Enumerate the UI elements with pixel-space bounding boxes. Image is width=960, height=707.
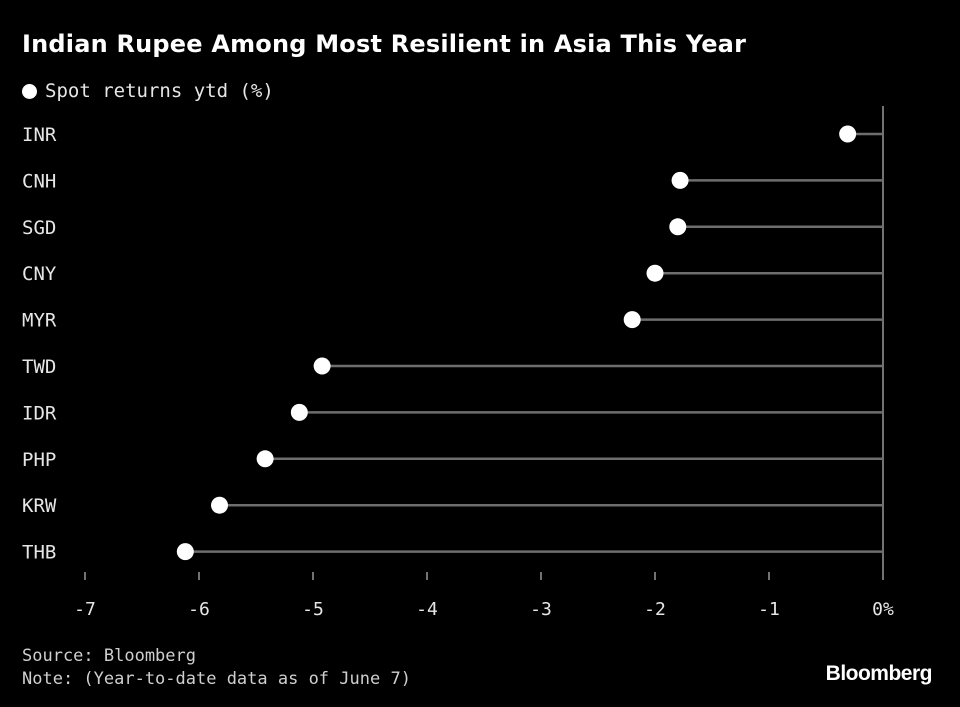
x-tick-label: -2 <box>644 599 666 620</box>
legend-dot-icon <box>22 83 37 99</box>
data-point <box>646 264 664 282</box>
x-tick-label: 0% <box>872 599 894 620</box>
data-point <box>211 496 229 514</box>
category-label: MYR <box>22 310 57 332</box>
data-point <box>671 171 689 189</box>
data-point <box>669 218 687 236</box>
category-label: IDR <box>22 402 57 424</box>
legend: Spot returns ytd (%) <box>22 80 274 102</box>
data-point <box>176 543 194 561</box>
data-point <box>313 357 331 375</box>
x-tick-label: -7 <box>74 599 96 620</box>
category-label: SGD <box>22 217 56 239</box>
legend-label: Spot returns ytd (%) <box>45 80 274 102</box>
chart-plot: INR CNH SGD CNY MYR TWD IDR PHP KRW THB -7 -6 -5 -4 -3… <box>22 106 894 620</box>
data-point <box>290 403 308 421</box>
category-label: INR <box>22 124 57 146</box>
data-note: Note: (Year-to-date data as of June 7) <box>22 669 411 689</box>
x-tick-label: -4 <box>416 599 438 620</box>
category-label: TWD <box>22 356 56 378</box>
category-label: THB <box>22 542 56 564</box>
source-note: Source: Bloomberg <box>22 646 196 666</box>
category-label: CNY <box>22 263 57 285</box>
category-label: KRW <box>22 495 57 517</box>
x-tick-label: -1 <box>758 599 780 620</box>
x-tick-label: -3 <box>530 599 552 620</box>
footer: Source: Bloomberg Note: (Year-to-date da… <box>22 645 411 691</box>
data-point <box>256 450 274 468</box>
chart-title: Indian Rupee Among Most Resilient in Asi… <box>22 30 747 58</box>
category-label: PHP <box>22 449 56 471</box>
bloomberg-logo: Bloomberg <box>825 662 933 685</box>
x-tick-label: -5 <box>302 599 324 620</box>
data-point <box>839 125 857 143</box>
data-point <box>623 311 641 329</box>
category-label: CNH <box>22 170 56 192</box>
x-tick-label: -6 <box>188 599 210 620</box>
